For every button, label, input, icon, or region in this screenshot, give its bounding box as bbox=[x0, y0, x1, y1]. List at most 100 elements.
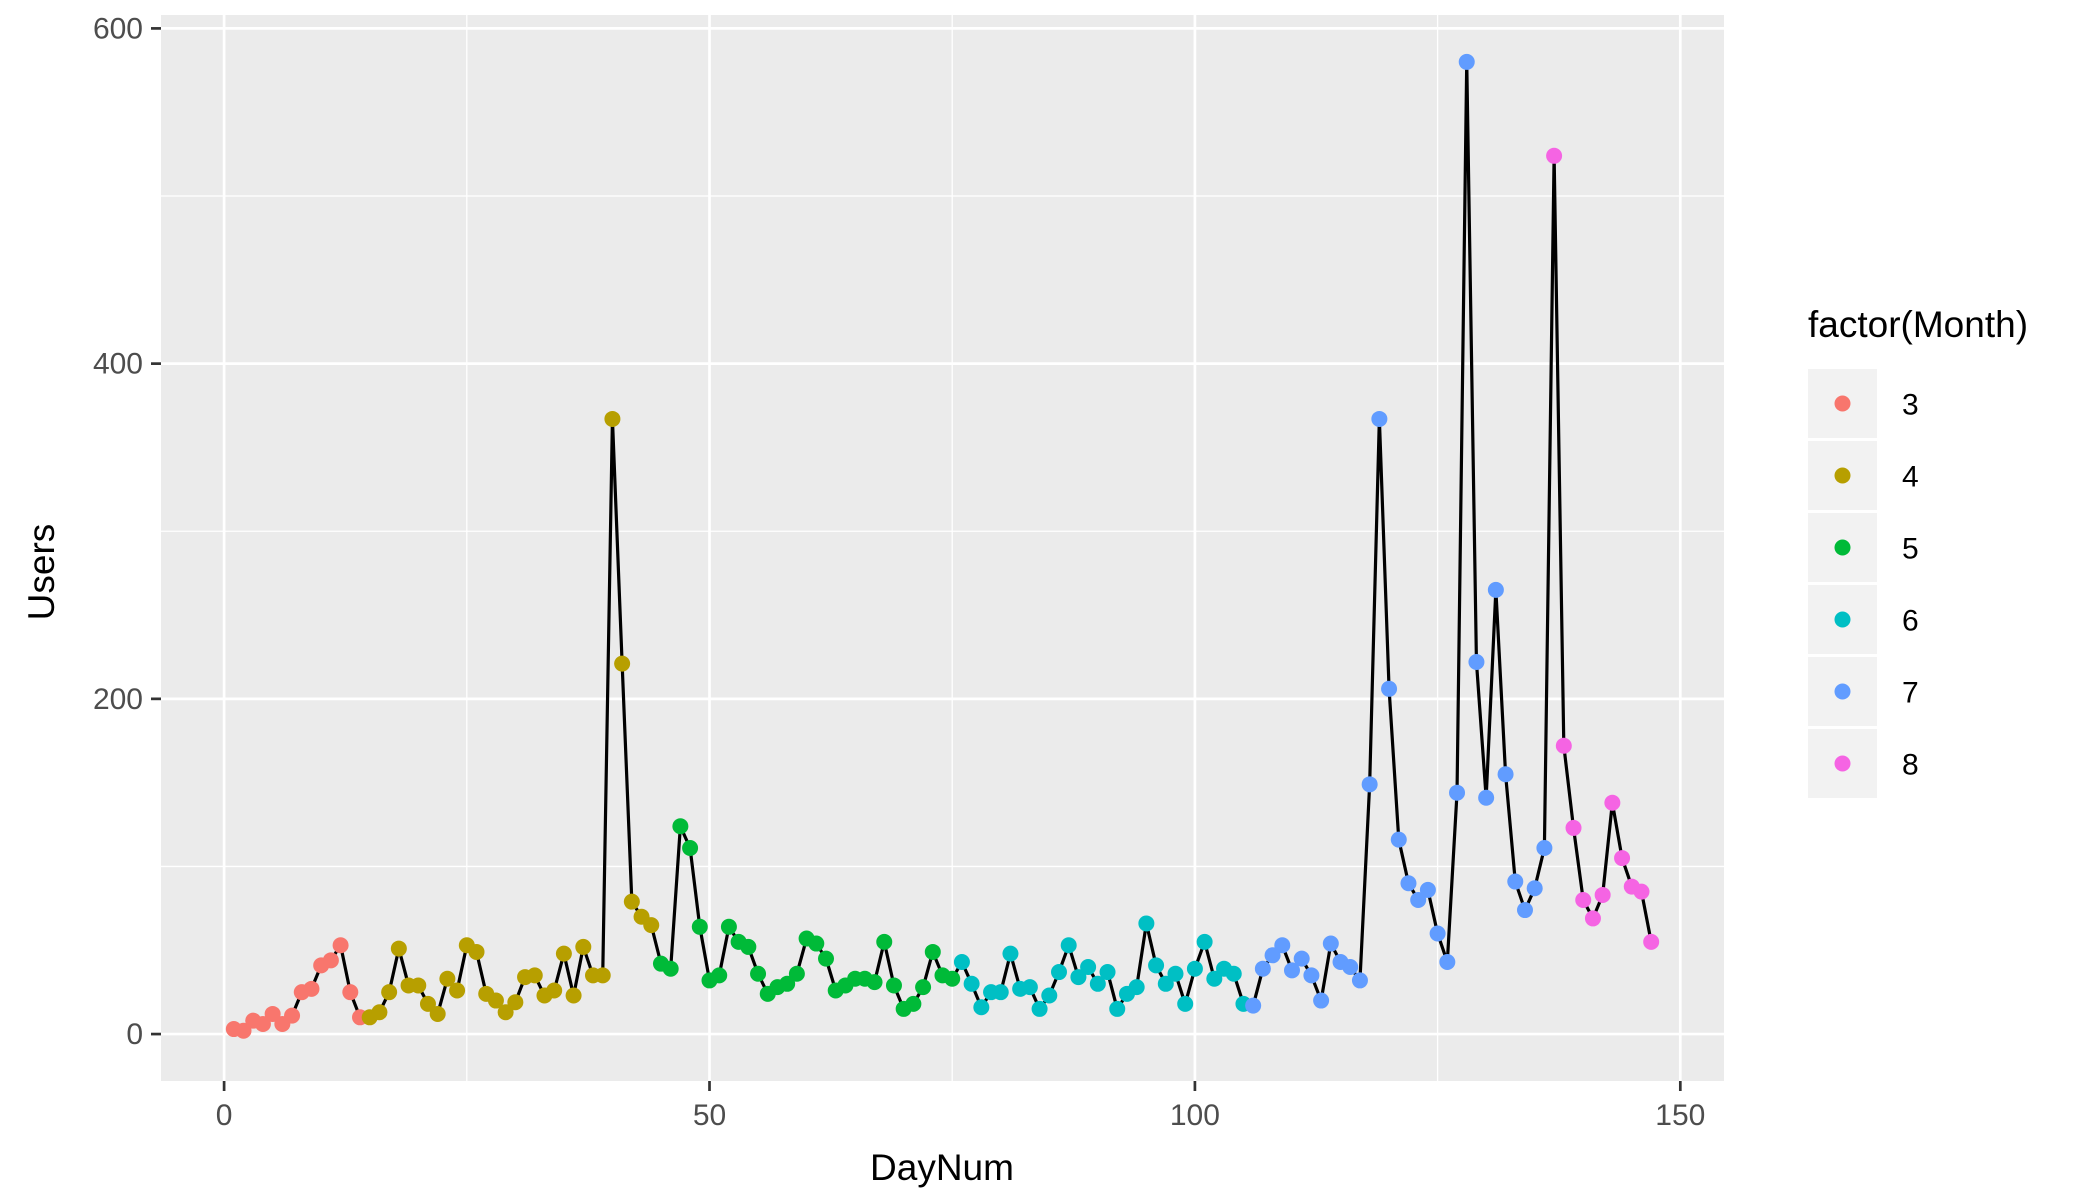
x-tick-label: 50 bbox=[693, 1099, 726, 1132]
data-point-month-7 bbox=[1342, 959, 1359, 976]
plot-panel bbox=[161, 15, 1724, 1081]
data-point-month-7 bbox=[1351, 972, 1368, 989]
data-point-month-7 bbox=[1303, 967, 1320, 984]
data-point-month-4 bbox=[614, 655, 631, 672]
data-point-month-6 bbox=[1089, 975, 1106, 992]
data-point-month-7 bbox=[1468, 653, 1485, 670]
data-point-month-6 bbox=[1021, 979, 1038, 996]
legend-entry-3: 3 bbox=[1808, 369, 1919, 438]
data-point-month-8 bbox=[1643, 933, 1660, 950]
data-point-month-8 bbox=[1565, 819, 1582, 836]
data-point-month-3 bbox=[303, 980, 320, 997]
data-point-month-5 bbox=[876, 933, 893, 950]
data-point-month-5 bbox=[944, 970, 961, 987]
legend-swatch bbox=[1834, 467, 1851, 484]
x-tick-label: 0 bbox=[216, 1099, 233, 1132]
legend-entry-8: 8 bbox=[1808, 729, 1919, 798]
data-point-month-4 bbox=[575, 938, 592, 955]
data-point-month-4 bbox=[449, 982, 466, 999]
data-point-month-4 bbox=[468, 943, 485, 960]
data-point-month-6 bbox=[1177, 995, 1194, 1012]
data-point-month-7 bbox=[1322, 935, 1339, 952]
data-point-month-8 bbox=[1575, 891, 1592, 908]
legend-swatch bbox=[1834, 611, 1851, 628]
legend-swatch bbox=[1834, 539, 1851, 556]
data-point-month-8 bbox=[1594, 886, 1611, 903]
data-point-month-6 bbox=[963, 975, 980, 992]
data-point-month-6 bbox=[1206, 970, 1223, 987]
y-tick-label: 400 bbox=[93, 348, 143, 381]
y-tick-label: 600 bbox=[93, 12, 143, 45]
legend-label: 8 bbox=[1902, 749, 1919, 782]
data-point-month-4 bbox=[410, 977, 427, 994]
data-point-month-5 bbox=[662, 960, 679, 977]
data-point-month-5 bbox=[682, 840, 699, 857]
data-point-month-4 bbox=[604, 410, 621, 427]
legend-title: factor(Month) bbox=[1808, 304, 2028, 345]
data-point-month-6 bbox=[973, 999, 990, 1016]
data-point-month-3 bbox=[284, 1007, 301, 1024]
data-point-month-7 bbox=[1400, 875, 1417, 892]
data-point-month-5 bbox=[720, 918, 737, 935]
data-point-month-5 bbox=[672, 818, 689, 835]
data-point-month-3 bbox=[322, 952, 339, 969]
data-point-month-4 bbox=[419, 995, 436, 1012]
data-point-month-7 bbox=[1361, 776, 1378, 793]
legend-entry-5: 5 bbox=[1808, 513, 1919, 582]
data-point-month-7 bbox=[1390, 831, 1407, 848]
data-point-month-5 bbox=[711, 967, 728, 984]
data-point-month-6 bbox=[1002, 945, 1019, 962]
data-point-month-8 bbox=[1546, 147, 1563, 164]
data-point-month-7 bbox=[1478, 789, 1495, 806]
y-tick-label: 0 bbox=[126, 1018, 143, 1051]
data-point-month-3 bbox=[264, 1005, 281, 1022]
data-point-month-5 bbox=[788, 965, 805, 982]
data-point-month-3 bbox=[235, 1022, 252, 1039]
data-point-month-7 bbox=[1439, 953, 1456, 970]
data-point-month-5 bbox=[779, 975, 796, 992]
data-point-month-6 bbox=[1157, 975, 1174, 992]
data-point-month-7 bbox=[1381, 680, 1398, 697]
data-point-month-4 bbox=[390, 940, 407, 957]
y-axis-title: Users bbox=[21, 524, 62, 621]
legend-swatch bbox=[1834, 395, 1851, 412]
y-tick-label: 200 bbox=[93, 683, 143, 716]
data-point-month-7 bbox=[1254, 960, 1271, 977]
data-point-month-6 bbox=[1060, 937, 1077, 954]
data-point-month-7 bbox=[1526, 880, 1543, 897]
data-point-month-3 bbox=[342, 984, 359, 1001]
data-points bbox=[225, 53, 1660, 1039]
data-point-month-4 bbox=[439, 970, 456, 987]
data-point-month-7 bbox=[1507, 873, 1524, 890]
data-point-month-4 bbox=[526, 967, 543, 984]
axes: 0 50 100 150 0 200 400 600 bbox=[93, 12, 1705, 1132]
data-point-month-6 bbox=[1196, 933, 1213, 950]
data-point-month-5 bbox=[866, 974, 883, 991]
data-point-month-8 bbox=[1633, 883, 1650, 900]
legend-swatch bbox=[1834, 683, 1851, 700]
data-point-month-5 bbox=[808, 935, 825, 952]
data-point-month-5 bbox=[750, 965, 767, 982]
legend-swatch bbox=[1834, 755, 1851, 772]
x-tick-label: 150 bbox=[1655, 1099, 1705, 1132]
data-point-month-4 bbox=[565, 987, 582, 1004]
data-point-month-5 bbox=[885, 977, 902, 994]
data-point-month-7 bbox=[1313, 992, 1330, 1009]
data-point-month-7 bbox=[1293, 950, 1310, 967]
data-point-month-7 bbox=[1458, 53, 1475, 70]
data-point-month-6 bbox=[1099, 964, 1116, 981]
data-point-month-3 bbox=[254, 1016, 271, 1033]
data-point-month-5 bbox=[915, 979, 932, 996]
data-point-month-4 bbox=[643, 917, 660, 934]
data-point-month-4 bbox=[555, 945, 572, 962]
data-point-month-6 bbox=[1070, 969, 1087, 986]
data-point-month-3 bbox=[332, 937, 349, 954]
legend-entry-7: 7 bbox=[1808, 657, 1919, 726]
legend-label: 5 bbox=[1902, 533, 1919, 566]
data-point-month-5 bbox=[740, 938, 757, 955]
data-point-month-7 bbox=[1536, 840, 1553, 857]
legend-entry-4: 4 bbox=[1808, 441, 1919, 510]
legend-label: 7 bbox=[1902, 677, 1919, 710]
data-point-month-6 bbox=[953, 953, 970, 970]
data-point-month-6 bbox=[1186, 960, 1203, 977]
